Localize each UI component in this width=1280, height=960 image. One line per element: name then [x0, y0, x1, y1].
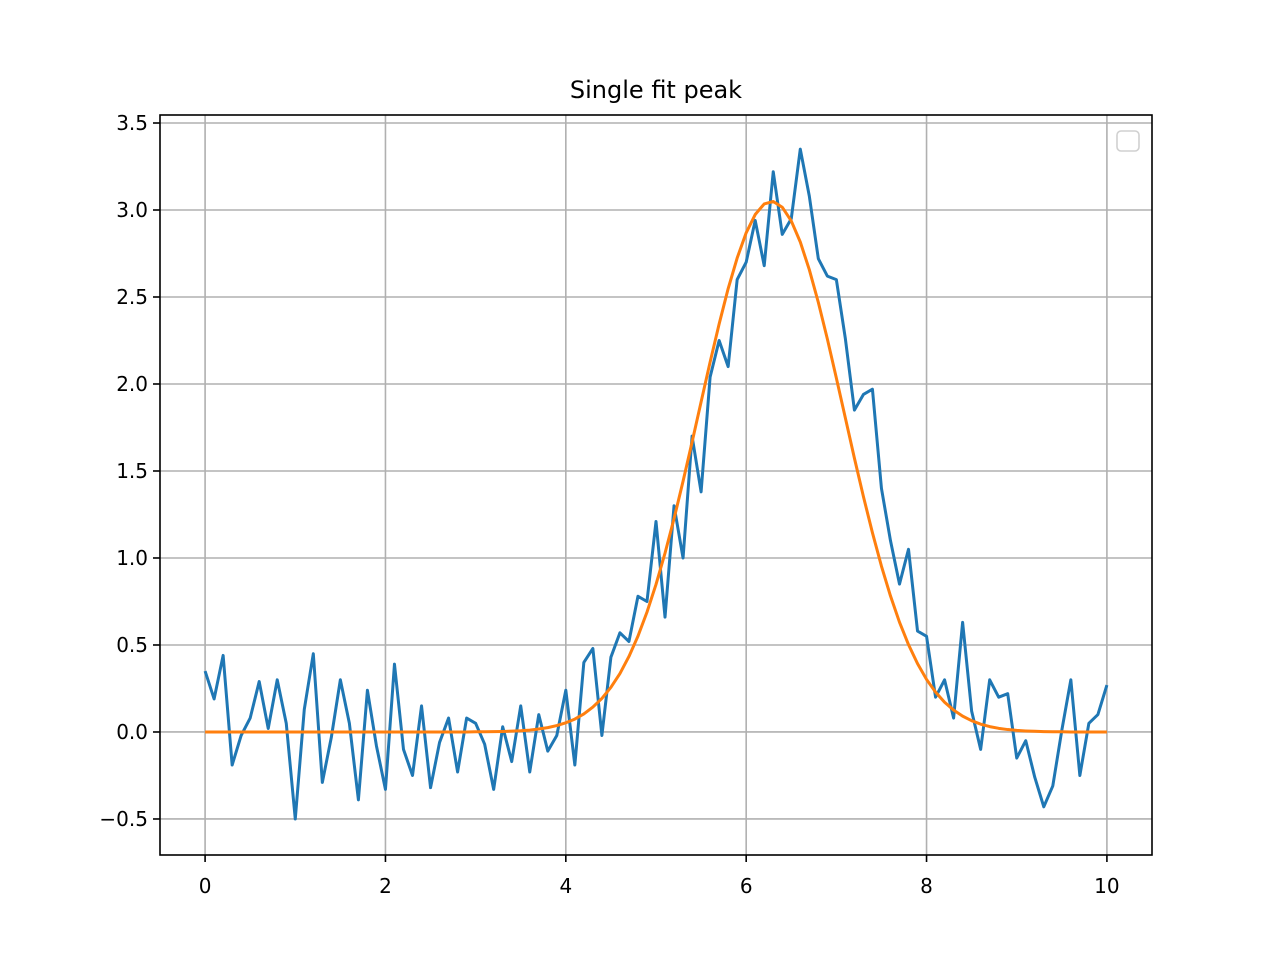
y-tick-label: 1.0: [116, 546, 148, 570]
y-tick-label: 1.5: [116, 459, 148, 483]
axes-frame: [159, 114, 1153, 856]
x-tick-label: 6: [740, 874, 753, 898]
chart-title: Single fit peak: [570, 76, 742, 104]
y-tick-label: 0.5: [116, 633, 148, 657]
legend: [1116, 130, 1140, 152]
x-tick-label: 0: [199, 874, 212, 898]
y-tick-label: 3.0: [116, 198, 148, 222]
x-tick-label: 10: [1094, 874, 1119, 898]
x-tick-label: 2: [379, 874, 392, 898]
y-tick-label: −0.5: [99, 807, 148, 831]
y-tick-label: 3.5: [116, 111, 148, 135]
x-tick-label: 8: [920, 874, 933, 898]
x-tick-label: 4: [559, 874, 572, 898]
series-line: [203, 147, 1109, 821]
y-tick-label: 0.0: [116, 720, 148, 744]
y-tick-label: 2.5: [116, 285, 148, 309]
series-line: [205, 199, 1107, 734]
y-tick-label: 2.0: [116, 372, 148, 396]
